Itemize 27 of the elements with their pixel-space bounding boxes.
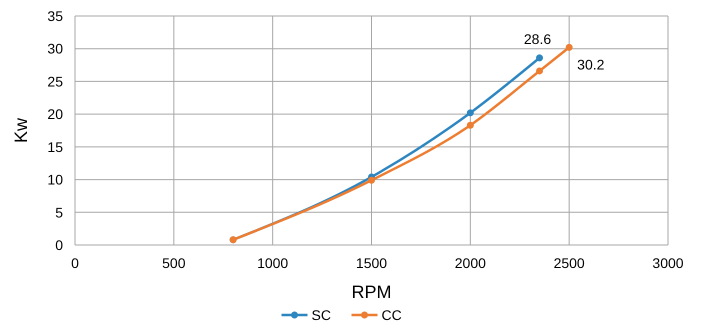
annotation: 30.2 (577, 56, 605, 72)
x-tick-label: 1000 (257, 255, 288, 271)
x-tick-label: 1500 (356, 255, 388, 271)
x-tick-label: 500 (162, 255, 186, 271)
y-tick-label: 20 (47, 106, 64, 122)
x-tick-label: 2500 (554, 255, 585, 271)
point (536, 54, 544, 62)
annotation: 28.6 (524, 30, 552, 47)
point (368, 176, 375, 184)
y-tick-label: 35 (47, 8, 64, 24)
y-tick-label: 10 (47, 172, 64, 188)
legend-label: CC (382, 307, 402, 323)
x-tick-label: 2000 (454, 255, 486, 271)
x-tick-label: 3000 (652, 255, 684, 271)
point (466, 109, 474, 116)
y-axis-title: Kw (11, 117, 31, 144)
y-tick-label: 15 (47, 138, 64, 155)
y-tick-label: 0 (55, 237, 64, 253)
legend-label: SC (312, 307, 331, 323)
x-axis-title: RPM (352, 282, 392, 302)
point (566, 44, 573, 51)
y-tick-label: 25 (47, 73, 64, 90)
y-tick-label: 5 (55, 204, 64, 220)
point (466, 122, 474, 129)
point (536, 67, 544, 74)
y-tick-label: 30 (47, 40, 64, 57)
x-tick-label: 0 (71, 255, 80, 271)
